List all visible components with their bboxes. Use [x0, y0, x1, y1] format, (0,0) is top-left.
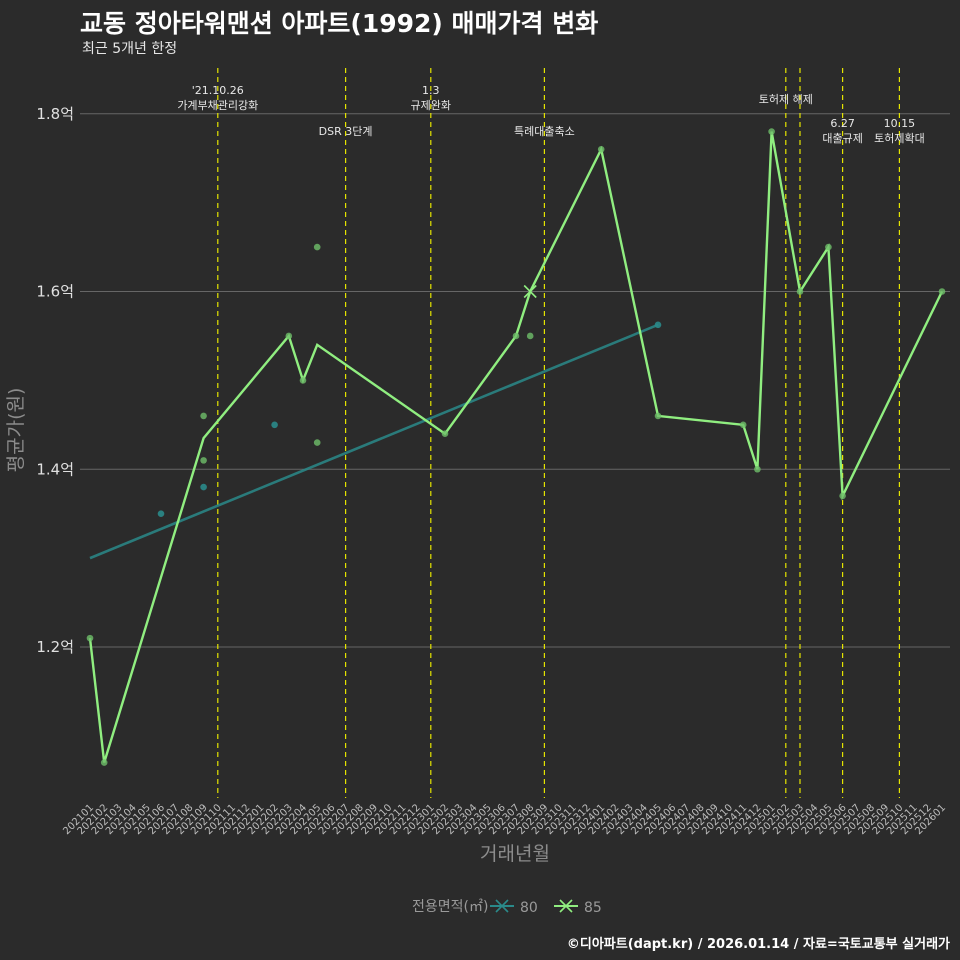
- source-caption: ©디아파트(dapt.kr) / 2026.01.14 / 자료=국토교통부 실…: [566, 937, 950, 952]
- legend-title: 전용면적(㎡): [412, 899, 488, 915]
- series-85-point: [597, 146, 605, 153]
- legend-key-cross: [495, 899, 509, 913]
- x-axis-title: 거래년월: [480, 843, 550, 865]
- series-85-point: [938, 288, 946, 295]
- legend-label-85: 85: [584, 900, 602, 916]
- series-85-point: [86, 634, 94, 642]
- point-layer: [86, 128, 946, 766]
- series-85-cross-marker: [523, 284, 537, 299]
- series-85-point: [839, 492, 846, 500]
- chart-title: 교동 정아타워맨션 아파트(1992) 매매가격 변화: [80, 9, 599, 38]
- series-85-point: [313, 439, 321, 446]
- series-85-point: [512, 332, 520, 340]
- series-85-point: [825, 243, 832, 251]
- series-85-point: [299, 377, 307, 384]
- event-label: 가계부채관리강화: [177, 99, 258, 112]
- y-tick-label: 1.2억: [36, 638, 74, 656]
- y-tick-label: 1.4억: [36, 460, 74, 478]
- series-85-point: [739, 421, 747, 429]
- series-80-point: [654, 321, 662, 329]
- event-label: '21.10.26: [192, 84, 244, 97]
- y-tick-label: 1.6억: [36, 283, 74, 301]
- legend: 전용면적(㎡) 80 85: [412, 899, 602, 916]
- series-85-point: [200, 457, 207, 464]
- series-85-point: [100, 759, 108, 766]
- series-85-point: [526, 332, 534, 340]
- series-85-point: [768, 128, 775, 135]
- series-80-point: [157, 510, 165, 517]
- legend-label-80: 80: [520, 900, 538, 916]
- y-axis-title: 평균가(원): [5, 388, 27, 473]
- y-tick-label: 1.8억: [36, 105, 74, 123]
- event-label: 10.15: [884, 117, 916, 130]
- event-label: 토허제확대: [874, 132, 925, 145]
- series-80-point: [200, 483, 207, 491]
- series-80-line: [89, 323, 659, 560]
- grid-layer: [80, 113, 950, 648]
- series-85-point: [441, 430, 449, 438]
- series-85-point: [754, 465, 761, 473]
- event-label: DSR 3단계: [319, 125, 373, 138]
- series-85-line: [88, 131, 944, 763]
- series-85-point: [285, 332, 293, 340]
- series-85-point: [654, 412, 662, 420]
- event-label: 6.27: [830, 117, 855, 130]
- legend-key-cross: [559, 899, 573, 913]
- series-85-point: [313, 243, 321, 251]
- event-label: 대출규제: [822, 132, 862, 145]
- event-label: 토허제 해제: [759, 92, 813, 106]
- series-85-point: [200, 412, 207, 420]
- event-label: 1.3: [422, 84, 440, 97]
- x-axis-ticks: 2021012021022021032021042021052021062021…: [61, 802, 948, 837]
- event-label: 규제완화: [411, 99, 451, 112]
- event-label: 특례대출축소: [514, 125, 575, 138]
- chart-subtitle: 최근 5개년 한정: [82, 41, 178, 57]
- series-85-point: [796, 288, 804, 295]
- series-layer: [88, 131, 944, 763]
- y-axis-ticks: 1.2억 1.4억 1.6억 1.8억: [36, 105, 74, 656]
- series-80-point: [271, 421, 278, 429]
